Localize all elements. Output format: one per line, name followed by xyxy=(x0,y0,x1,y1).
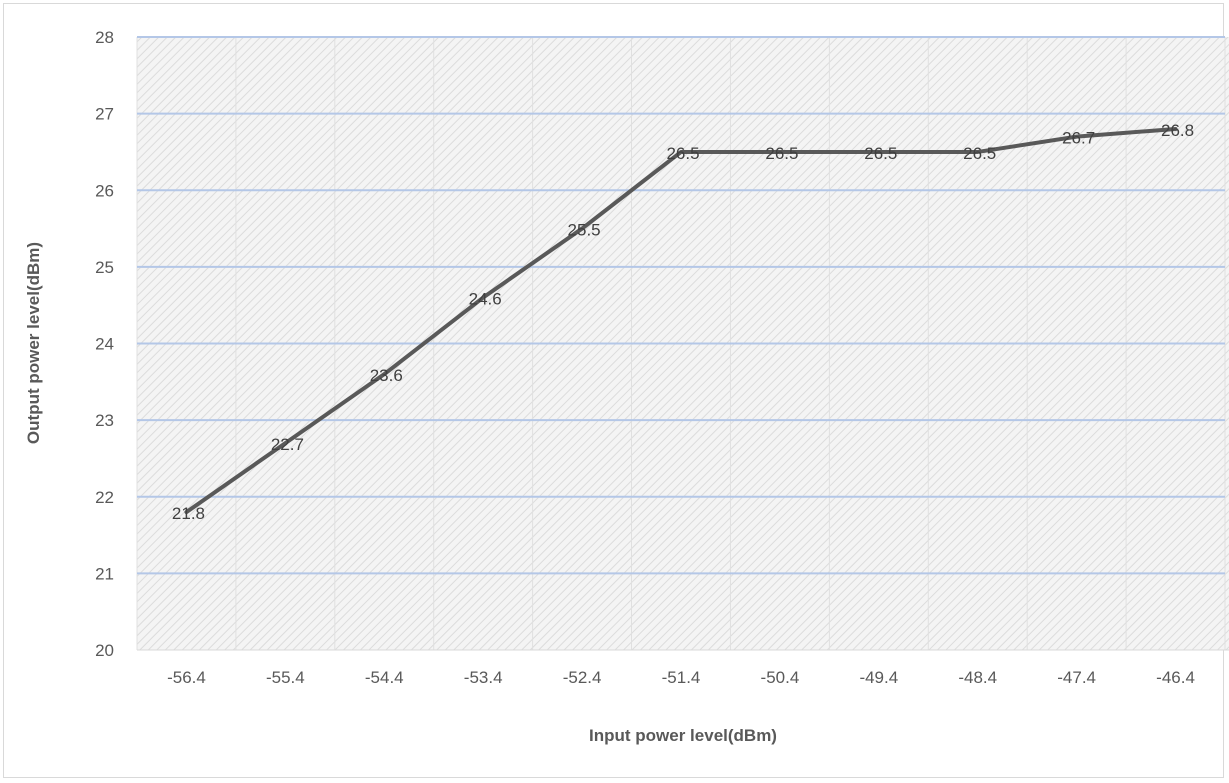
x-tick-label: -52.4 xyxy=(563,668,602,687)
data-label: 25.5 xyxy=(568,221,601,240)
y-axis-ticks: 20 21 22 23 24 25 26 27 28 xyxy=(95,28,114,660)
y-tick-label: 24 xyxy=(95,335,114,354)
x-tick-label: -48.4 xyxy=(958,668,997,687)
data-label: 26.7 xyxy=(1062,129,1095,148)
x-axis-ticks: -56.4 -55.4 -54.4 -53.4 -52.4 -51.4 -50.4 -49.4… xyxy=(167,668,1195,687)
data-labels: 21.8 22.7 23.6 24.6 25.5 26.5 26.5 26.5 26.5 26.7… xyxy=(172,121,1194,523)
series-line xyxy=(184,126,1178,515)
y-axis-title: Output power level(dBm) xyxy=(24,242,43,444)
data-label: 21.8 xyxy=(172,504,205,523)
y-tick-label: 26 xyxy=(95,181,114,200)
y-tick-label: 20 xyxy=(95,641,114,660)
x-tick-label: -56.4 xyxy=(167,668,206,687)
y-tick-label: 27 xyxy=(95,105,114,124)
x-tick-label: -50.4 xyxy=(761,668,800,687)
data-label: 26.5 xyxy=(765,144,798,163)
x-tick-label: -47.4 xyxy=(1057,668,1096,687)
x-axis-title: Input power level(dBm) xyxy=(589,726,777,745)
x-tick-label: -49.4 xyxy=(859,668,898,687)
data-label: 26.5 xyxy=(666,144,699,163)
series-group xyxy=(184,126,1178,515)
x-tick-label: -53.4 xyxy=(464,668,503,687)
x-tick-label: -54.4 xyxy=(365,668,404,687)
y-tick-label: 25 xyxy=(95,258,114,277)
data-label: 26.8 xyxy=(1161,121,1194,140)
x-tick-label: -51.4 xyxy=(662,668,701,687)
x-tick-label: -46.4 xyxy=(1156,668,1195,687)
data-label: 26.5 xyxy=(864,144,897,163)
data-label: 22.7 xyxy=(271,435,304,454)
data-label: 24.6 xyxy=(469,290,502,309)
x-tick-label: -55.4 xyxy=(266,668,305,687)
y-tick-label: 28 xyxy=(95,28,114,47)
data-label: 23.6 xyxy=(370,366,403,385)
y-tick-label: 21 xyxy=(95,564,114,583)
data-label: 26.5 xyxy=(963,144,996,163)
y-tick-label: 23 xyxy=(95,411,114,430)
y-tick-label: 22 xyxy=(95,488,114,507)
